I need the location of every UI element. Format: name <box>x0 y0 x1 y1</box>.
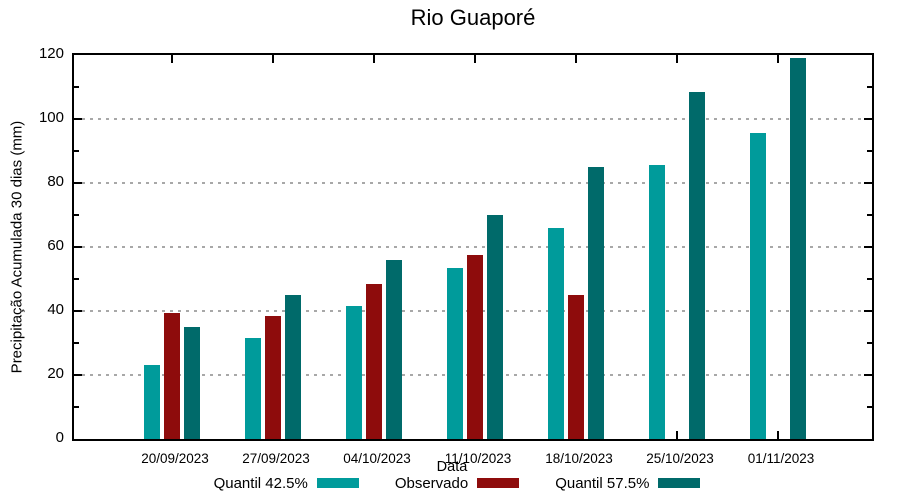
bar-observado-27/09/2023 <box>265 315 281 439</box>
y-tick-label: 100 <box>38 109 64 126</box>
bar-quantil-57.5--25/10/2023 <box>689 91 705 439</box>
y-tick-mark <box>867 406 872 408</box>
legend-item: Quantil 57.5% <box>555 474 701 492</box>
bar-quantil-57.5--27/09/2023 <box>285 295 301 439</box>
plot-area <box>72 53 874 441</box>
x-tick-mark <box>777 431 779 439</box>
y-tick-mark <box>864 246 872 248</box>
y-tick-mark <box>864 310 872 312</box>
bar-quantil-57.5--11/10/2023 <box>487 215 503 439</box>
y-tick-mark <box>74 150 79 152</box>
legend-label: Quantil 42.5% <box>213 474 308 492</box>
legend-item: Quantil 42.5% <box>214 475 359 492</box>
y-tick-mark <box>864 182 872 184</box>
x-tick-mark <box>777 55 779 63</box>
x-tick-mark <box>272 55 274 63</box>
bar-observado-20/09/2023 <box>164 312 180 439</box>
bar-observado-11/10/2023 <box>467 255 483 439</box>
gridline-y80 <box>74 182 872 184</box>
bar-quantil-42.5--04/10/2023 <box>346 306 362 439</box>
x-tick-mark <box>474 55 476 63</box>
x-axis-label: Data <box>436 459 468 475</box>
y-tick-mark <box>867 342 872 344</box>
y-tick-mark <box>867 86 872 88</box>
bar-quantil-42.5--01/11/2023 <box>750 133 766 439</box>
y-tick-label: 20 <box>47 365 64 382</box>
y-tick-mark <box>74 86 79 88</box>
y-tick-label: 80 <box>47 173 64 190</box>
x-tick-label: 20/09/2023 <box>141 451 209 466</box>
y-tick-mark <box>867 150 872 152</box>
bar-quantil-42.5--20/09/2023 <box>144 365 160 439</box>
legend-swatch <box>658 478 701 488</box>
y-tick-mark <box>74 310 82 312</box>
y-tick-mark <box>864 374 872 376</box>
y-tick-mark <box>74 342 79 344</box>
bar-quantil-42.5--11/10/2023 <box>447 267 463 439</box>
bar-quantil-57.5--20/09/2023 <box>184 327 200 439</box>
y-tick-mark <box>74 214 79 216</box>
plot-inner <box>74 55 872 439</box>
y-tick-mark <box>864 118 872 120</box>
bar-quantil-42.5--27/09/2023 <box>245 338 261 439</box>
x-tick-mark <box>373 55 375 63</box>
y-tick-label: 40 <box>47 301 64 318</box>
y-tick-mark <box>74 246 82 248</box>
y-tick-label: 60 <box>47 237 64 254</box>
bar-quantil-57.5--01/11/2023 <box>790 58 806 439</box>
bar-quantil-42.5--18/10/2023 <box>548 227 564 439</box>
y-tick-mark <box>74 278 79 280</box>
y-tick-mark <box>867 278 872 280</box>
gridline-y100 <box>74 118 872 120</box>
y-tick-mark <box>74 118 82 120</box>
y-tick-mark <box>74 374 82 376</box>
x-tick-mark <box>676 55 678 63</box>
bar-quantil-57.5--04/10/2023 <box>386 259 402 439</box>
x-tick-mark <box>676 431 678 439</box>
y-tick-mark <box>867 214 872 216</box>
legend-swatch <box>477 478 520 488</box>
x-tick-mark <box>575 55 577 63</box>
y-tick-mark <box>74 406 79 408</box>
legend-label: Observado <box>394 474 469 492</box>
chart-title: Rio Guaporé <box>410 5 536 30</box>
y-tick-label: 120 <box>38 45 64 62</box>
y-tick-mark <box>74 182 82 184</box>
x-tick-mark <box>171 55 173 63</box>
legend-item: Observado <box>394 474 520 492</box>
y-tick-label: 0 <box>55 429 64 446</box>
x-tick-label: 04/10/2023 <box>343 451 411 466</box>
bar-observado-18/10/2023 <box>568 295 584 439</box>
x-tick-label: 18/10/2023 <box>545 451 613 466</box>
bar-observado-04/10/2023 <box>366 283 382 439</box>
x-tick-label: 27/09/2023 <box>242 451 310 466</box>
x-tick-label: 01/11/2023 <box>747 451 815 466</box>
x-tick-label: 11/10/2023 <box>444 451 512 466</box>
legend-label: Quantil 57.5% <box>555 474 650 492</box>
x-tick-label: 25/10/2023 <box>646 451 714 466</box>
bar-quantil-57.5--18/10/2023 <box>588 167 604 439</box>
bar-quantil-42.5--25/10/2023 <box>649 165 665 439</box>
legend-swatch <box>316 478 359 488</box>
gridline-y60 <box>74 246 872 248</box>
legend: Quantil 42.5% Observado Quantil 57.5% <box>58 474 856 492</box>
